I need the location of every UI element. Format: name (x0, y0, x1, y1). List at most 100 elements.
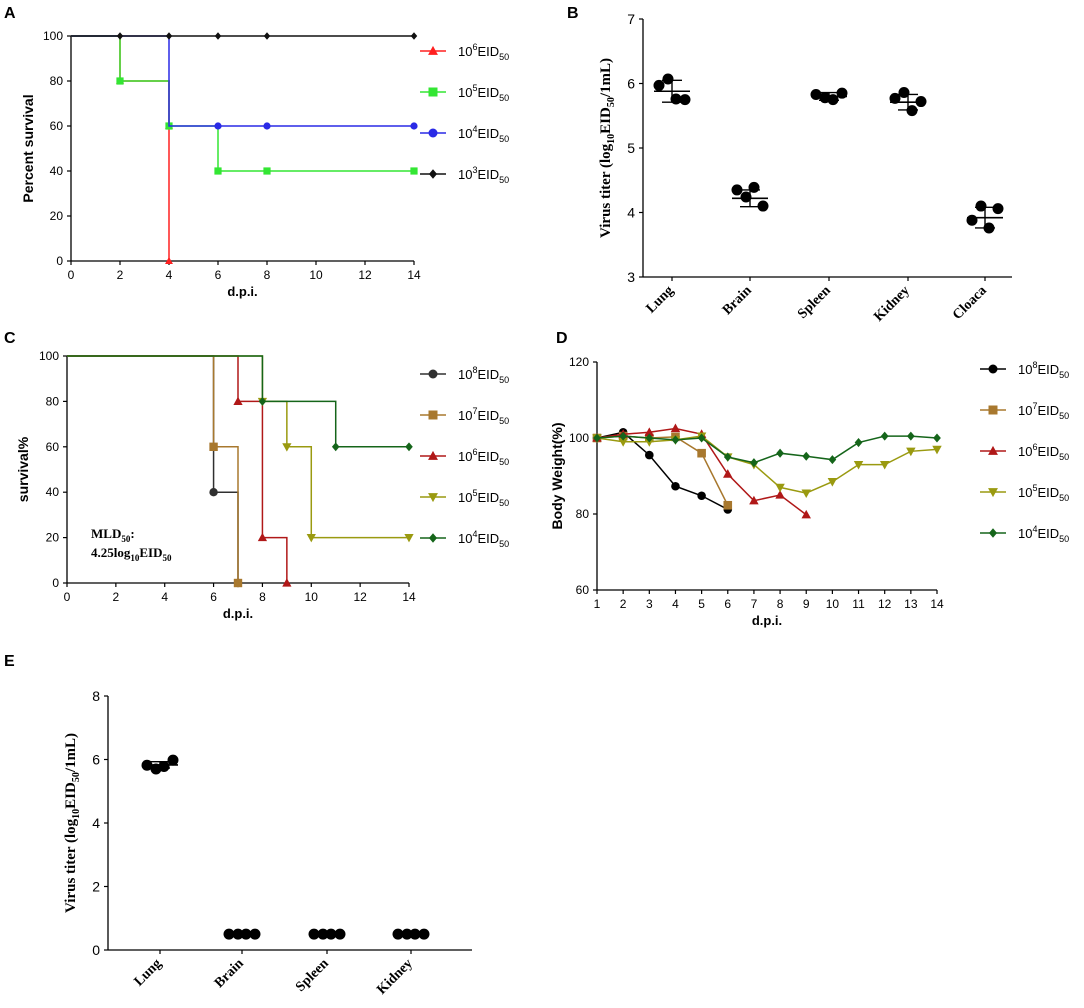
x-axis-title: d.p.i. (752, 613, 782, 628)
y-tick-label: 100 (39, 349, 59, 363)
legend-item-3: 106EID50 (980, 442, 1069, 462)
panel-C-survival-chart: 0 2 4 6 8 10 12 14 0 20 40 60 80 100 d.p.i. survival% 10… (15, 349, 509, 621)
x-category-label: Lung (132, 956, 165, 989)
y-tick-label: 20 (46, 531, 60, 545)
y-tick-label: 120 (569, 355, 589, 369)
series-line (596, 435, 938, 494)
data-point (209, 488, 218, 497)
x-category-label: Cloaca (950, 283, 990, 323)
legend-marker (428, 87, 438, 97)
y-tick-label: 80 (50, 74, 64, 88)
legend-label-unit: EID (477, 408, 499, 423)
data-point (401, 928, 413, 940)
legend-item-4: 105EID50 (420, 488, 509, 508)
y-axis-title-sub2: 50 (71, 772, 82, 782)
x-tick-label: 14 (402, 590, 416, 604)
panel-label-D: D (556, 330, 568, 347)
x-axis-title: d.p.i. (223, 606, 253, 621)
panel-label-B: B (567, 5, 579, 22)
data-point (723, 500, 733, 510)
y-tick-label: 2 (92, 879, 100, 895)
legend-label-sup: 4 (472, 124, 477, 134)
data-point (757, 200, 769, 212)
group-spleen (308, 928, 346, 940)
data-point (593, 433, 601, 443)
data-point (880, 431, 889, 441)
legend-marker (988, 528, 998, 538)
mld-annotation-line2: 4.25log10EID50 (91, 545, 172, 563)
legend-label-sub: 50 (1059, 411, 1069, 421)
mld-annotation-line1: MLD50: (91, 526, 135, 544)
data-point (906, 105, 918, 117)
group-lung (141, 754, 179, 775)
data-point (209, 442, 218, 451)
y-tick-label: 8 (92, 688, 100, 704)
x-tick-label: 5 (698, 597, 705, 611)
legend-label-unit: EID (477, 126, 499, 141)
group-lung (653, 73, 691, 106)
legend-item-2: 105EID50 (420, 83, 509, 103)
data-point (165, 32, 173, 40)
legend-label: 105EID50 (458, 83, 509, 103)
series-line (71, 35, 414, 172)
legend-label-sup: 5 (1032, 483, 1037, 493)
data-point (223, 928, 235, 940)
legend-item-1: 108EID50 (420, 365, 509, 385)
data-point (801, 489, 811, 499)
legend-label: 103EID50 (458, 165, 509, 185)
y-axis-title: Percent survival (20, 94, 36, 202)
group-kidney (889, 87, 927, 117)
data-point (249, 928, 261, 940)
panel-B-titer-chart: 3 4 5 6 7 Lung Brain Spleen Kidney Cloaca Virus ti… (598, 11, 1012, 325)
legend-label-sup: 5 (472, 488, 477, 498)
data-point (214, 167, 222, 175)
legend-label-sub: 50 (1059, 370, 1069, 380)
legend-label-unit: EID (477, 167, 499, 182)
data-point (671, 481, 680, 491)
series-4 (592, 432, 942, 499)
x-tick-label: 10 (826, 597, 840, 611)
y-tick-label: 60 (46, 440, 60, 454)
data-point (653, 79, 665, 91)
y-tick-label: 4 (627, 205, 635, 221)
legend-label-sub: 50 (499, 134, 509, 144)
panel-A-survival-chart: 0 2 4 6 8 10 12 14 0 20 40 60 80 100 d.p.i. Percent sur… (20, 29, 509, 299)
legend-marker (988, 445, 998, 455)
y-tick-label: 7 (627, 11, 635, 27)
series-4 (71, 32, 418, 40)
series-4 (67, 355, 414, 543)
legend-label-unit: EID (477, 85, 499, 100)
data-point (775, 483, 785, 493)
legend-label-unit: EID (1037, 485, 1059, 500)
legend-item-2: 107EID50 (980, 401, 1069, 421)
y-axis-title-sub: 10 (71, 809, 82, 819)
y-axis-title-end: /1mL) (63, 733, 79, 773)
y-tick-label: 4 (92, 815, 100, 831)
legend-marker (428, 493, 438, 503)
x-category-label: Brain (720, 283, 755, 318)
legend-label-sub: 50 (499, 93, 509, 103)
y-axis-title: Virus titer (log10EID50/1mL) (598, 58, 617, 238)
series-line (596, 435, 938, 464)
panel-D-body-weight-chart: 1 2 3 4 5 6 7 8 9 10 11 12 13 146080100120d.p.i.Body … (549, 355, 1069, 628)
x-tick-label: 3 (646, 597, 653, 611)
legend-label: 107EID50 (458, 406, 509, 426)
legend-label-sub: 50 (1059, 493, 1069, 503)
mld-annotation-line2-sub: 10 (130, 553, 140, 563)
data-point (827, 94, 839, 106)
group-spleen (810, 87, 848, 106)
legend-item-2: 107EID50 (420, 406, 509, 426)
data-point (116, 77, 124, 85)
data-point (167, 754, 179, 766)
legend-marker (428, 369, 438, 379)
legend-item-3: 106EID50 (420, 447, 509, 467)
data-point (308, 928, 320, 940)
data-point (282, 578, 292, 587)
x-tick-label: 2 (117, 268, 124, 282)
y-tick-label: 80 (576, 507, 590, 521)
legend-label-sub: 50 (1059, 534, 1069, 544)
legend-label: 104EID50 (458, 529, 509, 549)
legend-label-sup: 5 (472, 83, 477, 93)
data-point (670, 93, 682, 105)
data-point (410, 167, 418, 175)
